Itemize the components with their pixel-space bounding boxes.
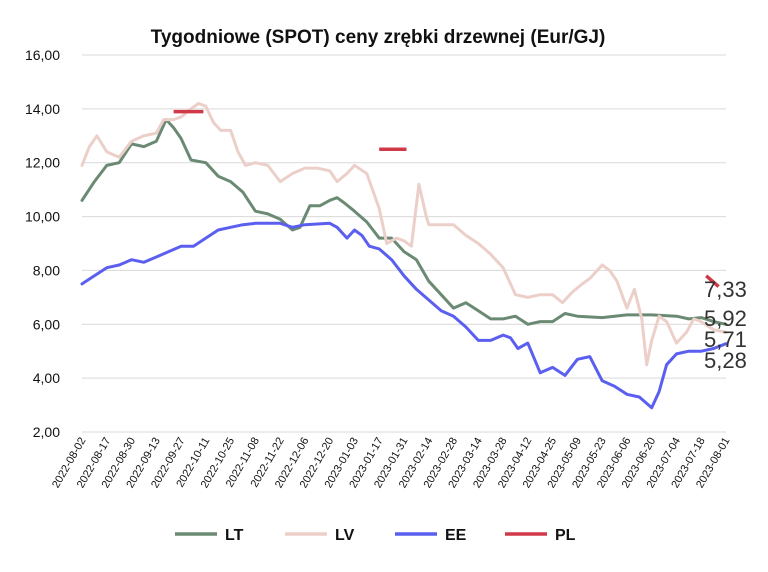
legend-label-pl: PL [555,527,576,544]
y-tick-label: 8,00 [33,262,60,278]
end-value-labels: 7,33 5,925,715,28 [704,277,747,373]
end-value-label: 5,28 [704,348,747,373]
end-value-label: 5,71 [704,327,747,352]
y-tick-label: 6,00 [33,316,60,332]
legend-label-lv: LV [335,527,355,544]
y-tick-label: 10,00 [25,209,60,225]
end-value-label: 7,33 [704,277,747,302]
legend-label-ee: EE [445,527,467,544]
series-lines [80,102,728,410]
y-tick-label: 16,00 [25,47,60,63]
y-tick-label: 12,00 [25,155,60,171]
series-line-ee [80,221,728,410]
legend: LT LV EE PL [175,527,576,544]
y-axis-ticks: 2,00 4,00 6,00 8,00 10,00 12,00 14,00 16,00 [25,47,60,440]
end-value-label: 5,92 [704,306,747,331]
series-line-lt [80,118,728,326]
x-axis-ticks: 2022-08-022022-08-172022-08-302022-09-13… [50,435,733,490]
y-tick-label: 4,00 [33,370,60,386]
legend-label-lt: LT [225,527,244,544]
series-segment-pl [705,274,720,288]
y-tick-label: 2,00 [33,424,60,440]
series-line-lv [80,102,728,367]
y-tick-label: 14,00 [25,101,60,117]
chart-title: Tygodniowe (SPOT) ceny zrębki drzewnej (… [151,27,606,48]
